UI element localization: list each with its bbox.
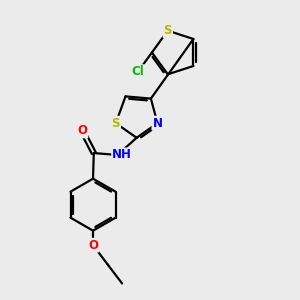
Text: Cl: Cl	[132, 65, 144, 78]
Text: S: S	[112, 117, 120, 130]
Text: O: O	[88, 239, 98, 252]
Text: N: N	[152, 117, 163, 130]
Text: NH: NH	[112, 148, 132, 161]
Text: S: S	[164, 24, 172, 37]
Text: O: O	[77, 124, 87, 137]
